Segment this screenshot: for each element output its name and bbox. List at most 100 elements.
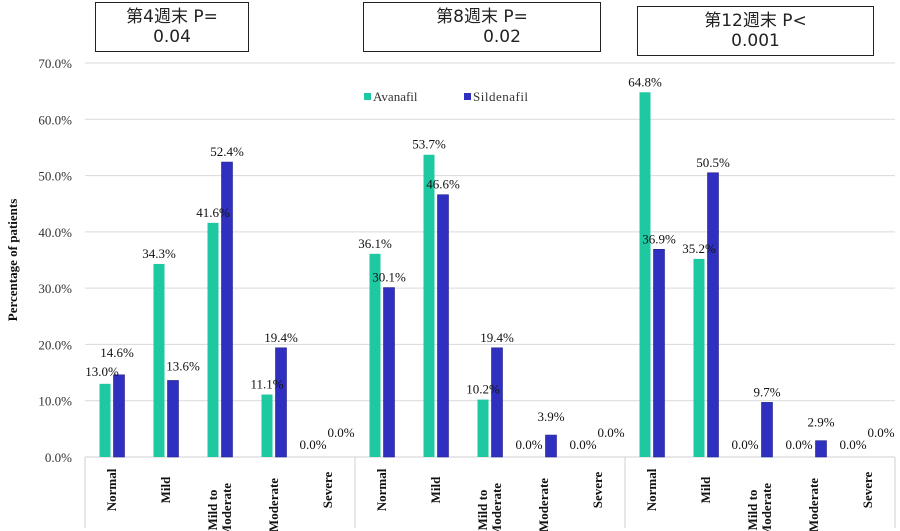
bar-sildenafil-week12-normal (653, 249, 665, 458)
data-label: 0.0% (731, 437, 758, 452)
data-label: 3.9% (537, 409, 564, 424)
category-label: Moderate (806, 478, 821, 531)
bar-avanafil-week4-normal (99, 383, 111, 457)
bar-avanafil-week8-mild-to-moderate (477, 399, 489, 457)
category-axis (84, 456, 896, 528)
legend-swatch-avanafil (364, 93, 371, 100)
data-label: 14.6% (100, 345, 134, 360)
data-label: 11.1% (250, 377, 283, 392)
category-label-line: Moderate (759, 483, 774, 531)
bar-sildenafil-week12-moderate (815, 440, 827, 458)
category-label: Mild toModerate (745, 483, 774, 531)
data-label: 9.7% (753, 384, 780, 399)
bar-avanafil-week4-mild (153, 263, 165, 457)
data-label: 0.0% (327, 425, 354, 440)
category-label: Moderate (266, 478, 281, 531)
category-label: Mild (158, 476, 173, 503)
pvalue-box-title: 第4週末 P= (126, 7, 218, 27)
y-tick-label: 0.0% (45, 450, 72, 465)
pvalue-box-week8: 第8週末 P= 0.02 (363, 2, 601, 52)
category-label: Severe (320, 471, 335, 508)
data-label: 46.6% (426, 177, 460, 192)
data-label: 0.0% (785, 437, 812, 452)
category-label: Mild toModerate (475, 483, 504, 531)
data-label: 30.1% (372, 270, 406, 285)
category-label: Normal (104, 468, 119, 511)
pvalue-box-week12: 第12週末 P< 0.001 (637, 6, 874, 56)
data-label: 13.6% (166, 358, 200, 373)
category-label-line: Moderate (489, 483, 504, 531)
y-tick-label: 40.0% (38, 225, 72, 240)
data-label: 36.9% (642, 231, 676, 246)
pvalue-box-value: 0.001 (731, 31, 780, 51)
bar-avanafil-week4-mild-to-moderate (207, 222, 219, 457)
data-label: 35.2% (682, 241, 716, 256)
category-label: Mild (698, 476, 713, 503)
data-label: 0.0% (299, 437, 326, 452)
data-label: 19.4% (480, 330, 514, 345)
y-axis-label: Percentage of patients (5, 199, 20, 322)
pvalue-box-title: 第8週末 P= (436, 7, 528, 27)
category-label: Moderate (536, 478, 551, 531)
y-tick-label: 60.0% (38, 112, 72, 127)
category-label-line: Mild to (475, 490, 490, 531)
data-label: 0.0% (867, 425, 894, 440)
category-label: Mild (428, 476, 443, 503)
data-label: 41.6% (196, 205, 230, 220)
y-tick-label: 20.0% (38, 337, 72, 352)
data-labels: 13.0% 14.6% 34.3% 13.6% 41.6% 52.4% 11.1% 19.4%… (85, 74, 895, 452)
bar-sildenafil-week4-normal (113, 374, 125, 458)
y-axis-ticks: 0.0% 10.0% 20.0% 30.0% 40.0% 50.0% 60.0% 70.0% (38, 56, 72, 465)
bar-sildenafil-week12-mild (707, 172, 719, 458)
data-label: 64.8% (628, 74, 662, 89)
category-label: Normal (644, 468, 659, 511)
data-label: 0.0% (839, 437, 866, 452)
data-label: 2.9% (807, 415, 834, 430)
y-tick-label: 50.0% (38, 169, 72, 184)
data-label: 52.4% (210, 144, 244, 159)
bar-sildenafil-week8-normal (383, 287, 395, 458)
data-label: 53.7% (412, 137, 446, 152)
bar-sildenafil-week4-mild (167, 380, 179, 458)
y-tick-label: 30.0% (38, 281, 72, 296)
data-label: 34.3% (142, 246, 176, 261)
pvalue-box-week4: 第4週末 P= 0.04 (95, 2, 249, 52)
category-label-line: Moderate (219, 483, 234, 531)
bar-sildenafil-week4-mild-to-moderate (221, 161, 233, 458)
y-tick-label: 10.0% (38, 394, 72, 409)
bar-avanafil-week8-mild (423, 154, 435, 457)
bar-avanafil-week12-mild (693, 258, 705, 457)
data-label: 0.0% (597, 425, 624, 440)
category-label-line: Mild to (745, 490, 760, 531)
bar-sildenafil-week8-mild-to-moderate (491, 347, 503, 458)
data-label: 19.4% (264, 330, 298, 345)
category-label: Normal (374, 468, 389, 511)
pvalue-box-title: 第12週末 P< (704, 11, 807, 31)
pvalue-box-value: 0.04 (153, 27, 191, 47)
legend-swatch-sildenafil (464, 93, 471, 100)
data-label: 36.1% (358, 236, 392, 251)
data-label: 0.0% (569, 437, 596, 452)
bar-sildenafil-week8-moderate (545, 434, 557, 458)
category-label: Severe (590, 471, 605, 508)
category-label: Mild toModerate (205, 483, 234, 531)
bar-sildenafil-week8-mild (437, 194, 449, 458)
legend-label-sildenafil: Sildenafil (473, 89, 529, 104)
category-labels: Normal Mild Mild toModerate Moderate Severe N… (104, 468, 875, 531)
data-label: 0.0% (515, 437, 542, 452)
category-label-line: Mild to (205, 490, 220, 531)
bar-avanafil-week4-moderate (261, 394, 273, 457)
bar-sildenafil-week12-mild-to-moderate (761, 402, 773, 458)
y-tick-label: 70.0% (38, 56, 72, 71)
category-label: Severe (860, 471, 875, 508)
bars (99, 92, 827, 458)
data-label: 50.5% (696, 155, 730, 170)
pvalue-box-value: 0.02 (483, 27, 521, 47)
gridlines (85, 62, 895, 402)
legend: Avanafil Sildenafil (364, 89, 529, 104)
data-label: 10.2% (466, 382, 500, 397)
data-label: 13.0% (85, 364, 119, 379)
bar-avanafil-week12-normal (639, 92, 651, 458)
legend-label-avanafil: Avanafil (373, 89, 418, 104)
